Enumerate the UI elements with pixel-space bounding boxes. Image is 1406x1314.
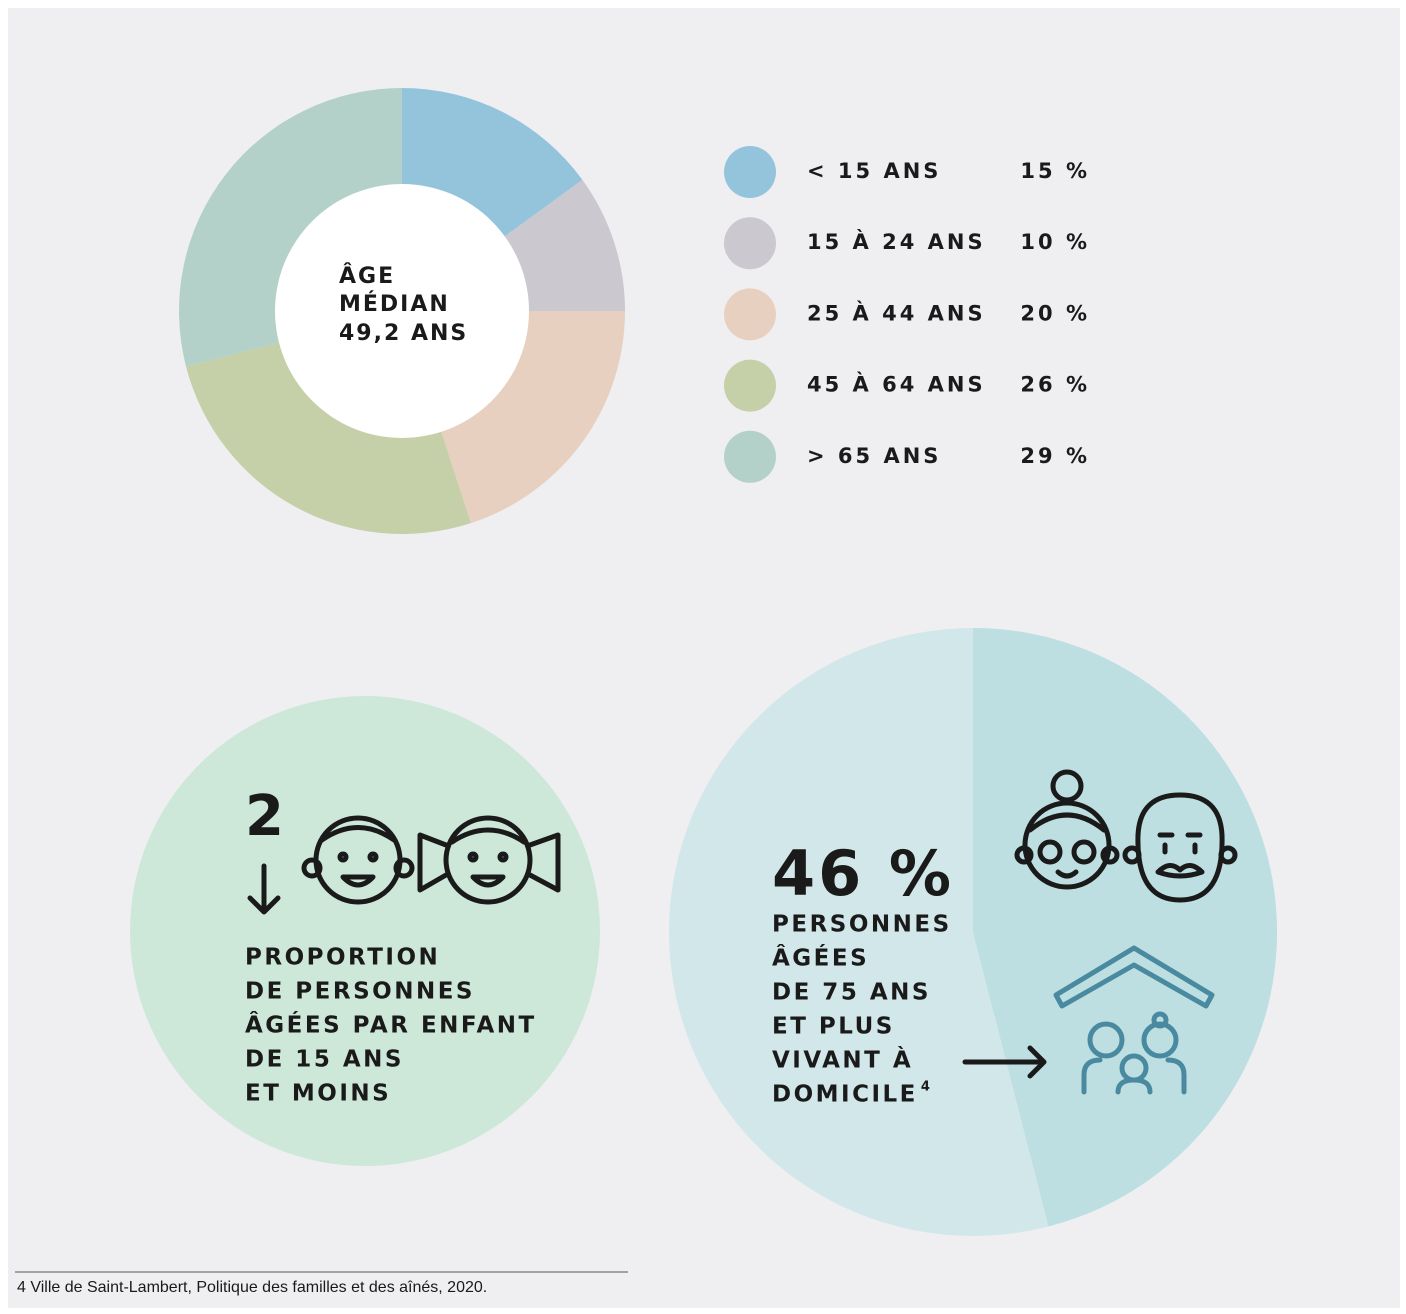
- pie-text-line: DE 75 ANS: [772, 980, 931, 1006]
- footnote-ref: 4: [921, 1080, 930, 1095]
- pie-text-line: DOMICILE: [772, 1082, 918, 1108]
- ratio-circle: [130, 696, 600, 1166]
- ratio-text-line: ÂGÉES PAR ENFANT: [245, 1011, 537, 1039]
- center-label: ÂGE: [339, 263, 395, 289]
- pie-text-line: ÂGÉES: [772, 944, 869, 972]
- legend-swatch: [724, 359, 776, 412]
- legend-label: 45 À 64 ANS: [807, 372, 986, 397]
- legend-label: < 15 ANS: [807, 159, 941, 183]
- ratio-text-line: PROPORTION: [245, 945, 440, 971]
- pie-text-line: ET PLUS: [772, 1014, 895, 1040]
- pie-text-line: VIVANT À: [772, 1046, 913, 1074]
- ratio-value: 2: [245, 784, 284, 849]
- legend-label: 25 À 44 ANS: [807, 300, 986, 325]
- down-arrow: [247, 863, 281, 915]
- legend-label: > 65 ANS: [807, 444, 941, 468]
- legend-value: 26 %: [1020, 373, 1090, 397]
- legend-swatch: [724, 146, 776, 198]
- legend-value: 10 %: [1020, 230, 1090, 254]
- pie-text: PERSONNES ÂGÉES DE 75 ANS ET PLUS VIVANT À DO…: [772, 912, 952, 1108]
- center-label: MÉDIAN: [339, 291, 450, 317]
- grandfather-icon: [1122, 792, 1238, 903]
- legend: < 15 ANS 15 % 15 À 24 ANS 10 % 25 À 44 ANS 20…: [724, 146, 1090, 483]
- donut-hole: [275, 184, 529, 438]
- legend-swatch: [724, 288, 776, 341]
- pie-chart: [669, 628, 1278, 1236]
- legend-label: 15 À 24 ANS: [807, 229, 986, 254]
- ratio-text-line: DE 15 ANS: [245, 1047, 404, 1073]
- ratio-text-line: DE PERSONNES: [245, 979, 475, 1005]
- child-icon: [301, 815, 415, 905]
- footnote: 4 Ville de Saint-Lambert, Politique des …: [17, 1279, 487, 1296]
- center-label: 49,2 ANS: [339, 321, 468, 346]
- pie-value-label: 46 %: [772, 837, 954, 910]
- legend-swatch: [724, 217, 776, 270]
- legend-value: 29 %: [1020, 444, 1090, 468]
- home-icon: [1053, 945, 1215, 1095]
- ratio-text: PROPORTION DE PERSONNES ÂGÉES PAR ENFANT DE…: [245, 945, 537, 1107]
- legend-swatch: [724, 430, 776, 483]
- girl-icon: [417, 815, 561, 905]
- right-arrow: [962, 1045, 1047, 1079]
- legend-value: 20 %: [1020, 301, 1090, 325]
- legend-value: 15 %: [1020, 159, 1090, 183]
- pie-segment: [973, 628, 1278, 1227]
- ratio-text-line: ET MOINS: [245, 1081, 391, 1107]
- pie-text-line: PERSONNES: [772, 912, 952, 938]
- grandmother-icon: [1014, 769, 1120, 890]
